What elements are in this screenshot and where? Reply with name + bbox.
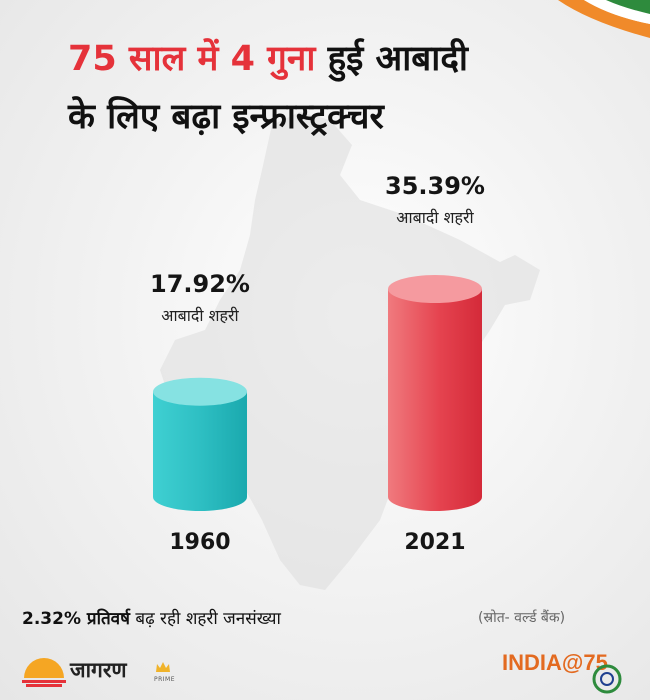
bar-1960-body bbox=[153, 391, 247, 511]
brand-name: जागरण bbox=[70, 658, 127, 682]
growth-text: बढ़ रही शहरी जनसंख्या bbox=[129, 609, 281, 629]
category-2021: 2021 bbox=[404, 530, 466, 555]
caption-2021: आबादी शहरी bbox=[396, 208, 474, 227]
value-label-2021: 35.39% bbox=[385, 172, 485, 200]
headline: 75 साल में 4 गुना हुई आबादी के लिए बढ़ा … bbox=[68, 30, 608, 146]
jagran-prime-logo: जागरण PRIME bbox=[22, 652, 192, 688]
headline-line1-rest: हुई आबादी bbox=[315, 39, 469, 79]
bar-1960 bbox=[153, 377, 247, 511]
crown-icon bbox=[156, 662, 170, 672]
bar-2021-body bbox=[388, 289, 482, 511]
headline-line2: के लिए बढ़ा इन्फ्रास्ट्रक्चर bbox=[68, 97, 384, 137]
india75-text: INDIA@75 bbox=[502, 650, 608, 675]
brand-tag: PRIME bbox=[154, 676, 176, 683]
caption-1960: आबादी शहरी bbox=[161, 306, 239, 325]
sunrise-icon bbox=[22, 658, 66, 687]
tricolor-corner-icon bbox=[558, 0, 650, 38]
bar-1960-top bbox=[153, 377, 247, 406]
value-label-1960: 17.92% bbox=[150, 270, 250, 298]
growth-note: 2.32% प्रतिवर्ष बढ़ रही शहरी जनसंख्या bbox=[22, 606, 281, 629]
bar-2021-top bbox=[388, 275, 482, 304]
ashoka-chakra-icon bbox=[592, 664, 622, 694]
category-1960: 1960 bbox=[169, 530, 231, 555]
growth-value: 2.32% प्रतिवर्ष bbox=[22, 609, 130, 629]
source-note: (स्रोत- वर्ल्ड बैंक) bbox=[478, 610, 566, 626]
india-at-75-logo: INDIA@75 bbox=[502, 638, 632, 694]
bar-2021 bbox=[388, 275, 482, 511]
headline-highlight: 75 साल में 4 गुना bbox=[68, 39, 316, 79]
